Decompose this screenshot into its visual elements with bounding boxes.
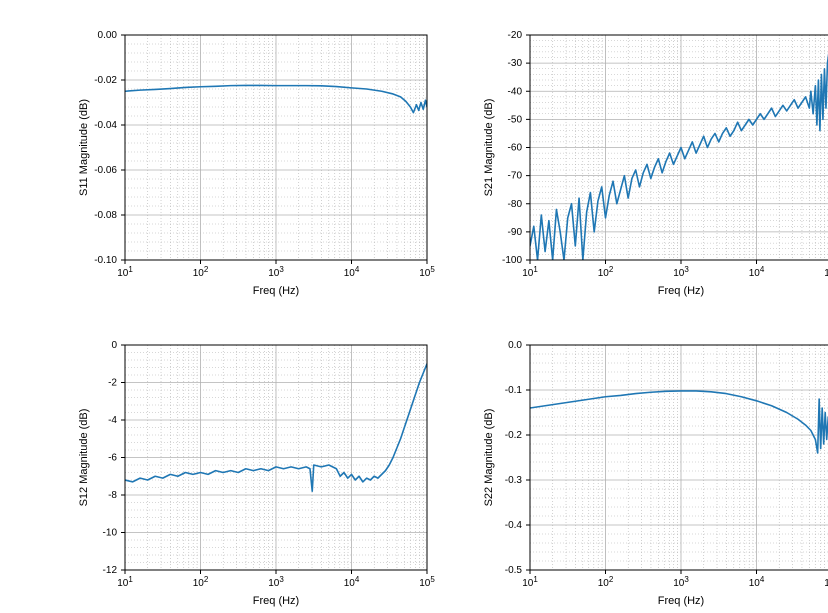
y-axis-label: S12 Magnitude (dB) [78, 409, 90, 507]
y-tick-label: -50 [508, 114, 523, 125]
x-tick-label: 105 [824, 265, 828, 280]
panel-s12: 101102103104105-12-10-8-6-4-20Freq (Hz)S… [75, 340, 377, 565]
y-tick-label: -60 [508, 143, 523, 154]
x-tick-label: 103 [268, 575, 284, 590]
x-tick-label: 101 [522, 575, 538, 590]
x-tick-label: 103 [673, 265, 689, 280]
x-tick-label: 101 [522, 265, 538, 280]
x-tick-label: 103 [673, 575, 689, 590]
y-tick-label: -0.10 [94, 255, 117, 266]
y-tick-label: -8 [108, 490, 117, 501]
x-tick-label: 104 [344, 265, 360, 280]
y-tick-label: -0.02 [94, 75, 117, 86]
y-tick-label: 0.0 [508, 340, 522, 351]
y-tick-label: -0.04 [94, 120, 117, 131]
y-tick-label: 0 [111, 340, 117, 351]
x-tick-label: 105 [419, 575, 435, 590]
y-tick-label: -4 [108, 415, 117, 426]
y-tick-label: -0.08 [94, 210, 117, 221]
x-axis-label: Freq (Hz) [658, 285, 704, 297]
series-line [530, 391, 828, 453]
y-axis-label: S21 Magnitude (dB) [483, 99, 495, 197]
x-tick-label: 103 [268, 265, 284, 280]
y-tick-label: -0.1 [505, 385, 523, 396]
x-tick-label: 104 [749, 575, 765, 590]
x-tick-label: 102 [598, 575, 614, 590]
y-tick-label: -70 [508, 171, 523, 182]
y-tick-label: -0.4 [505, 520, 523, 531]
y-tick-label: -100 [502, 255, 522, 266]
y-tick-label: -6 [108, 453, 117, 464]
x-tick-label: 102 [193, 265, 209, 280]
x-tick-label: 104 [749, 265, 765, 280]
y-tick-label: -2 [108, 378, 117, 389]
y-axis-label: S11 Magnitude (dB) [78, 99, 90, 196]
y-tick-label: -20 [508, 30, 523, 41]
y-tick-label: -0.3 [505, 475, 523, 486]
y-tick-label: -40 [508, 86, 523, 97]
y-tick-label: -12 [103, 565, 118, 576]
x-tick-label: 105 [419, 265, 435, 280]
x-tick-label: 101 [117, 265, 133, 280]
x-tick-label: 101 [117, 575, 133, 590]
x-axis-label: Freq (Hz) [253, 595, 299, 607]
y-axis-label: S22 Magnitude (dB) [483, 409, 495, 507]
y-tick-label: -30 [508, 58, 523, 69]
figure: 101102103104105-0.10-0.08-0.06-0.04-0.02… [0, 0, 828, 613]
x-axis-label: Freq (Hz) [658, 595, 704, 607]
x-tick-label: 105 [824, 575, 828, 590]
panel-s22: 101102103104105-0.5-0.4-0.3-0.2-0.10.0Fr… [480, 340, 782, 565]
panel-s21: 101102103104105-100-90-80-70-60-50-40-30… [480, 30, 782, 255]
y-tick-label: -0.06 [94, 165, 117, 176]
panel-s11: 101102103104105-0.10-0.08-0.06-0.04-0.02… [75, 30, 377, 255]
y-tick-label: -90 [508, 227, 523, 238]
x-tick-label: 102 [193, 575, 209, 590]
y-tick-label: -0.5 [505, 565, 523, 576]
y-tick-label: -10 [103, 528, 118, 539]
x-tick-label: 104 [344, 575, 360, 590]
y-tick-label: 0.00 [98, 30, 118, 41]
x-tick-label: 102 [598, 265, 614, 280]
y-tick-label: -0.2 [505, 430, 523, 441]
y-tick-label: -80 [508, 199, 523, 210]
x-axis-label: Freq (Hz) [253, 285, 299, 297]
